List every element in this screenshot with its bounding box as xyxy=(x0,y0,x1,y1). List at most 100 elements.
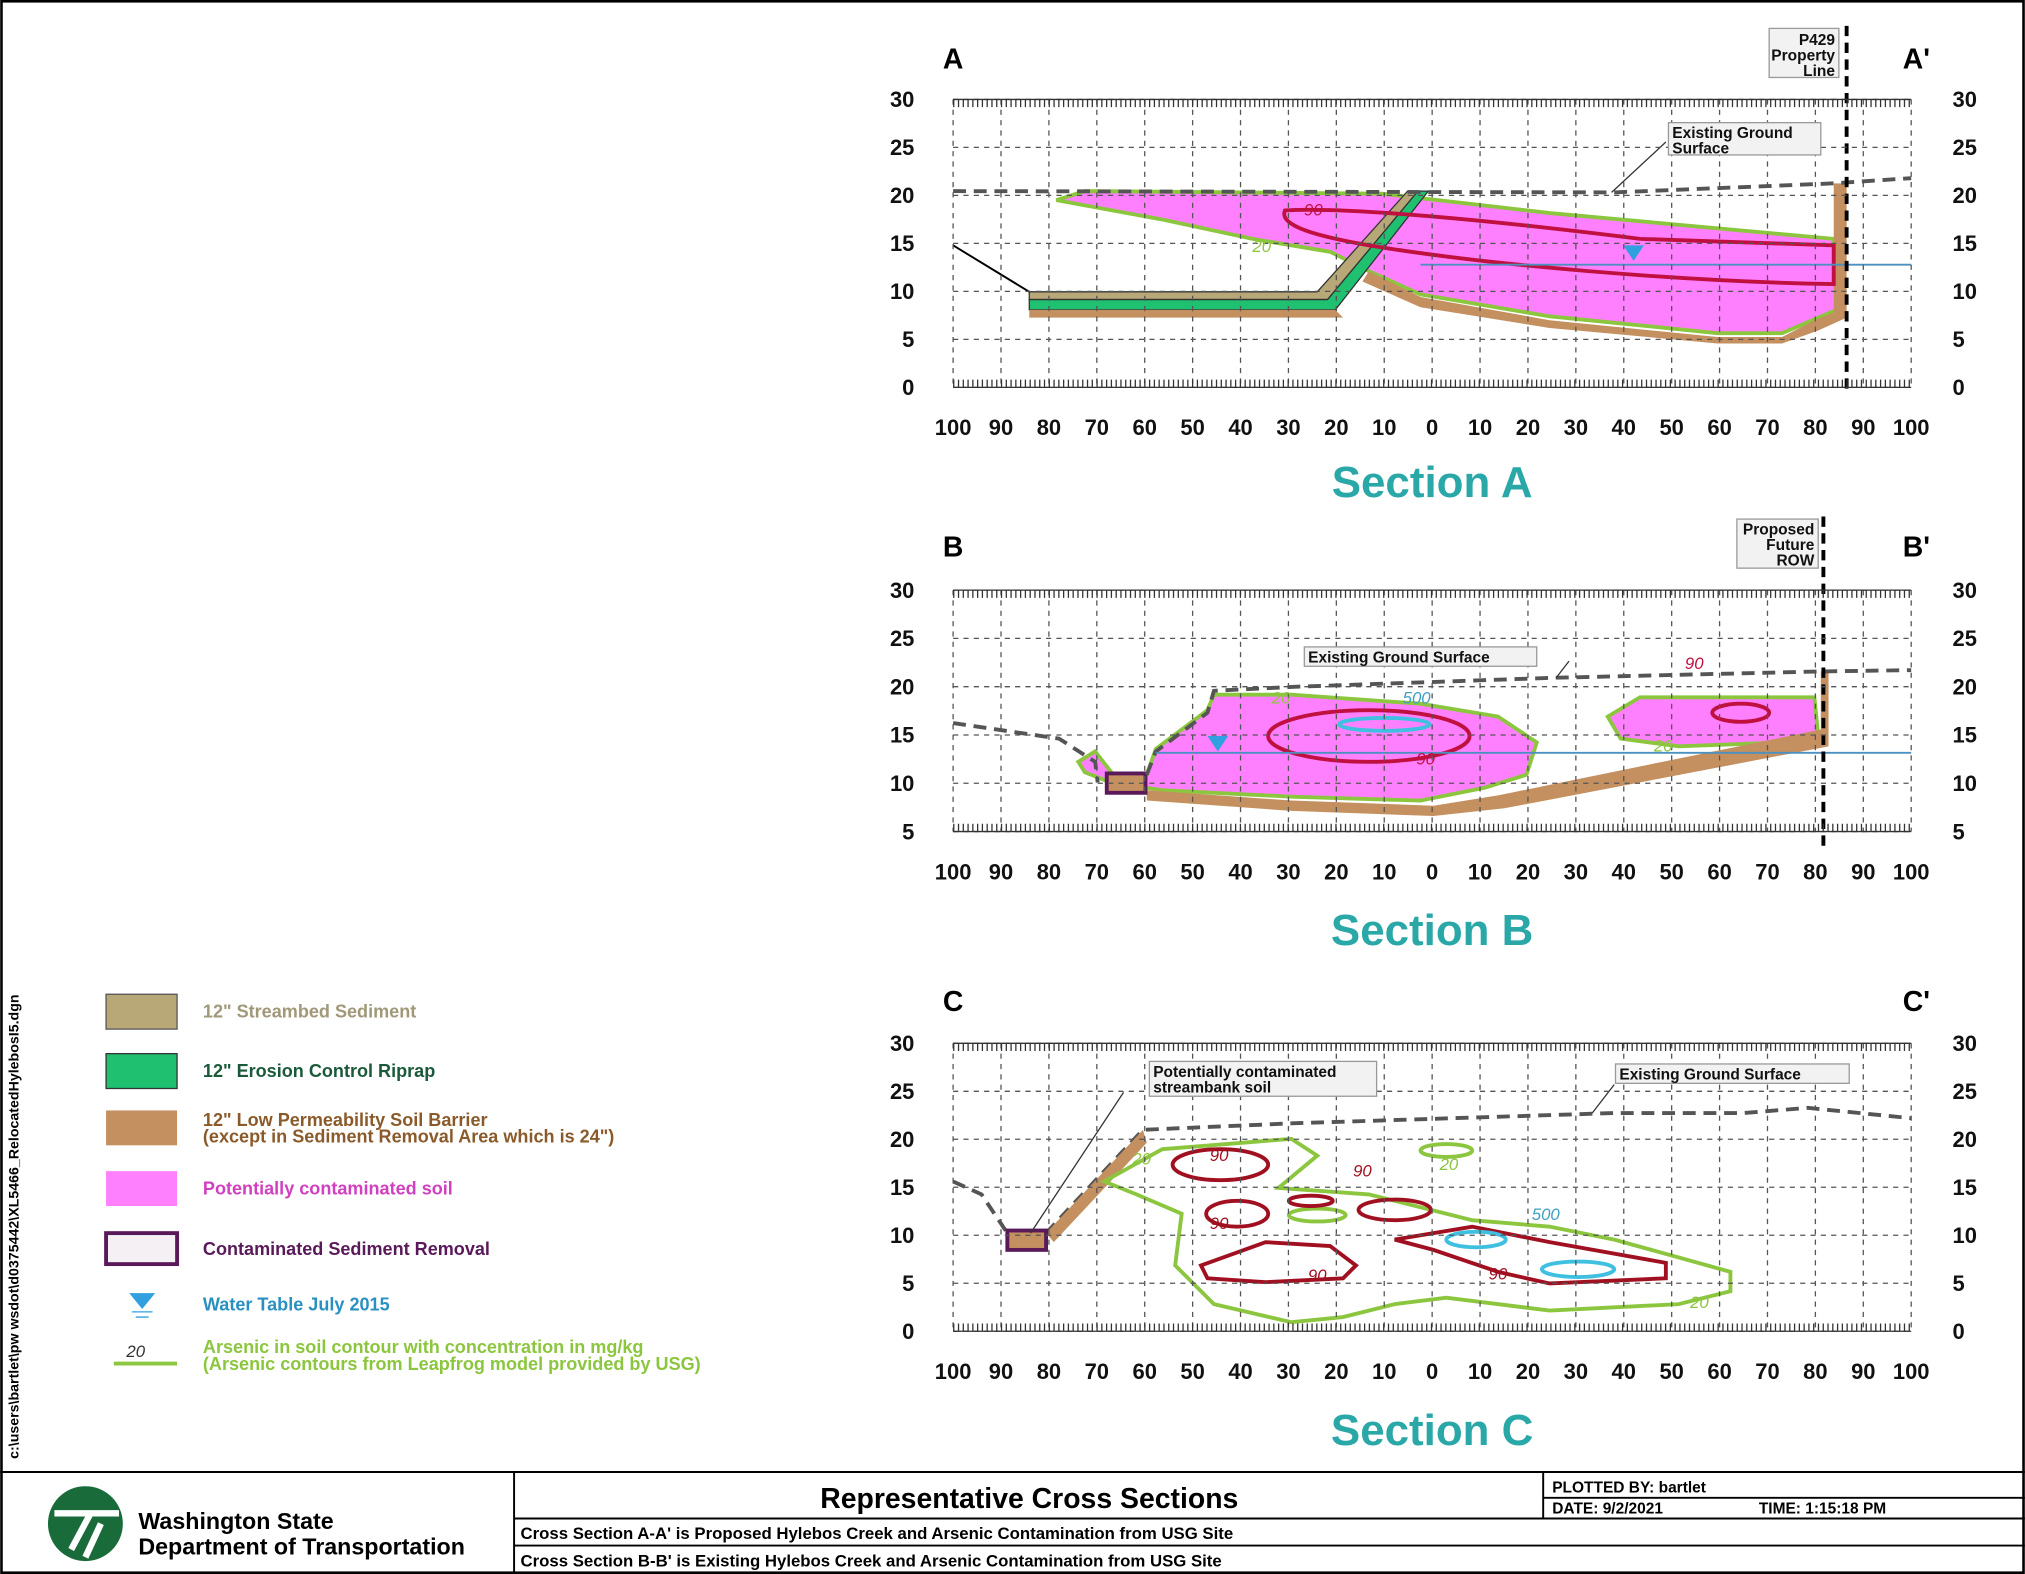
legend-label: Arsenic in soil contour with concentrati… xyxy=(203,1337,644,1357)
y-tick-label: 20 xyxy=(890,1127,914,1152)
legend-symbol: 20 xyxy=(125,1342,145,1361)
section-title: Section B xyxy=(1331,906,1533,955)
annotation: Line xyxy=(1803,63,1835,80)
legend-label: (Arsenic contours from Leapfrog model pr… xyxy=(203,1354,701,1374)
annotation-box xyxy=(1614,1063,1850,1084)
annotation: Property xyxy=(1771,48,1835,65)
contour-90 xyxy=(1198,1240,1359,1285)
x-tick-label: 50 xyxy=(1659,1359,1683,1384)
x-tick-label: 50 xyxy=(1180,415,1204,440)
contour-label: 20 xyxy=(1251,237,1271,256)
annotation: P429 xyxy=(1799,32,1836,49)
contour-90 xyxy=(1266,708,1472,764)
annotation: Proposed xyxy=(1743,522,1814,539)
soil-barrier xyxy=(1146,671,1829,817)
contour-500 xyxy=(1539,1259,1617,1279)
y-tick-label: 10 xyxy=(890,1223,914,1248)
contour-20 xyxy=(1099,1136,1733,1325)
x-tick-label: 100 xyxy=(935,415,972,440)
y-tick-label: 30 xyxy=(890,87,914,112)
x-tick-label: 80 xyxy=(1803,859,1827,884)
x-tick-label: 60 xyxy=(1707,859,1731,884)
y-tick-label: 30 xyxy=(1953,87,1977,112)
legend-label: Potentially contaminated soil xyxy=(203,1178,453,1198)
leader xyxy=(1030,1084,1615,1234)
x-tick-label: 40 xyxy=(1612,415,1636,440)
x-tick-label: 100 xyxy=(935,1359,972,1384)
annotation: ROW xyxy=(1777,553,1815,570)
x-tick-label: 80 xyxy=(1037,859,1061,884)
ground-surface xyxy=(952,668,1912,783)
legend-swatch xyxy=(106,1110,178,1146)
legend-label: 12" Low Permeability Soil Barrier xyxy=(203,1110,488,1130)
x-tick-label: 40 xyxy=(1228,415,1252,440)
section-title: Section A xyxy=(1332,458,1533,507)
section-title: Section C xyxy=(1331,1406,1533,1455)
y-tick-label: 20 xyxy=(1953,183,1977,208)
x-tick-label: 100 xyxy=(935,859,972,884)
x-tick-label: 10 xyxy=(1372,1359,1396,1384)
y-tick-label: 0 xyxy=(1953,1319,1965,1344)
x-tick-label: 20 xyxy=(1516,859,1540,884)
legend-label: 12" Erosion Control Riprap xyxy=(203,1061,435,1081)
x-tick-label: 80 xyxy=(1803,415,1827,440)
agency: Washington State xyxy=(138,1508,333,1534)
ground-surface xyxy=(952,1105,1912,1235)
annotation: Existing Ground Surface xyxy=(1619,1066,1801,1083)
y-tick-label: 25 xyxy=(1953,1079,1977,1104)
y-tick-label: 30 xyxy=(1953,578,1977,603)
annotation: Potentially contaminated xyxy=(1153,1064,1336,1081)
y-tick-label: 30 xyxy=(890,1031,914,1056)
x-tick-label: 20 xyxy=(1516,1359,1540,1384)
y-tick-label: 0 xyxy=(902,1319,914,1344)
x-tick-label: 50 xyxy=(1180,859,1204,884)
x-tick-label: 20 xyxy=(1516,415,1540,440)
x-tick-label: 30 xyxy=(1276,415,1300,440)
annotation: Existing Ground Surface xyxy=(1308,649,1490,666)
section-letter: C xyxy=(943,986,964,1018)
leader xyxy=(1611,141,1667,193)
x-tick-label: 40 xyxy=(1228,1359,1252,1384)
annotation-box xyxy=(1768,27,1840,79)
x-tick-label: 90 xyxy=(989,859,1013,884)
y-tick-label: 15 xyxy=(1953,723,1977,748)
x-tick-label: 60 xyxy=(1133,415,1157,440)
soil-barrier xyxy=(1029,309,1344,318)
y-tick-label: 5 xyxy=(902,327,914,352)
section-letter: A' xyxy=(1903,43,1930,75)
y-tick-label: 15 xyxy=(1953,231,1977,256)
title: Representative Cross Sections xyxy=(820,1483,1238,1515)
ground-surface xyxy=(953,176,1912,195)
leader xyxy=(1555,660,1570,679)
annotation-box xyxy=(1148,1060,1378,1097)
x-tick-label: 0 xyxy=(1426,859,1438,884)
contour-label: 90 xyxy=(1416,749,1435,768)
x-tick-label: 70 xyxy=(1755,1359,1779,1384)
x-tick-label: 40 xyxy=(1228,859,1252,884)
note: Cross Section A-A' is Proposed Hylebos C… xyxy=(521,1524,1234,1543)
legend-label: (except in Sediment Removal Area which i… xyxy=(203,1127,614,1147)
x-tick-label: 60 xyxy=(1707,415,1731,440)
riprap xyxy=(1028,190,1430,311)
water-table-symbol xyxy=(1207,735,1229,752)
x-tick-label: 30 xyxy=(1564,859,1588,884)
legend-swatch xyxy=(106,1171,178,1207)
y-tick-label: 10 xyxy=(1953,279,1977,304)
x-tick-label: 60 xyxy=(1133,1359,1157,1384)
contour-90 xyxy=(1394,1224,1668,1286)
x-tick-label: 80 xyxy=(1037,1359,1061,1384)
x-tick-label: 70 xyxy=(1085,859,1109,884)
x-tick-label: 70 xyxy=(1085,1359,1109,1384)
y-tick-label: 10 xyxy=(890,771,914,796)
y-tick-label: 0 xyxy=(1953,375,1965,400)
x-tick-label: 10 xyxy=(1468,1359,1492,1384)
y-tick-label: 10 xyxy=(1953,771,1977,796)
legend-label: Contaminated Sediment Removal xyxy=(203,1239,490,1259)
annotation: Surface xyxy=(1672,141,1729,158)
x-tick-label: 30 xyxy=(1276,859,1300,884)
x-tick-label: 20 xyxy=(1324,415,1348,440)
legend-label: Water Table July 2015 xyxy=(203,1295,390,1315)
x-tick-label: 20 xyxy=(1324,1359,1348,1384)
section-letter: A xyxy=(943,43,964,75)
